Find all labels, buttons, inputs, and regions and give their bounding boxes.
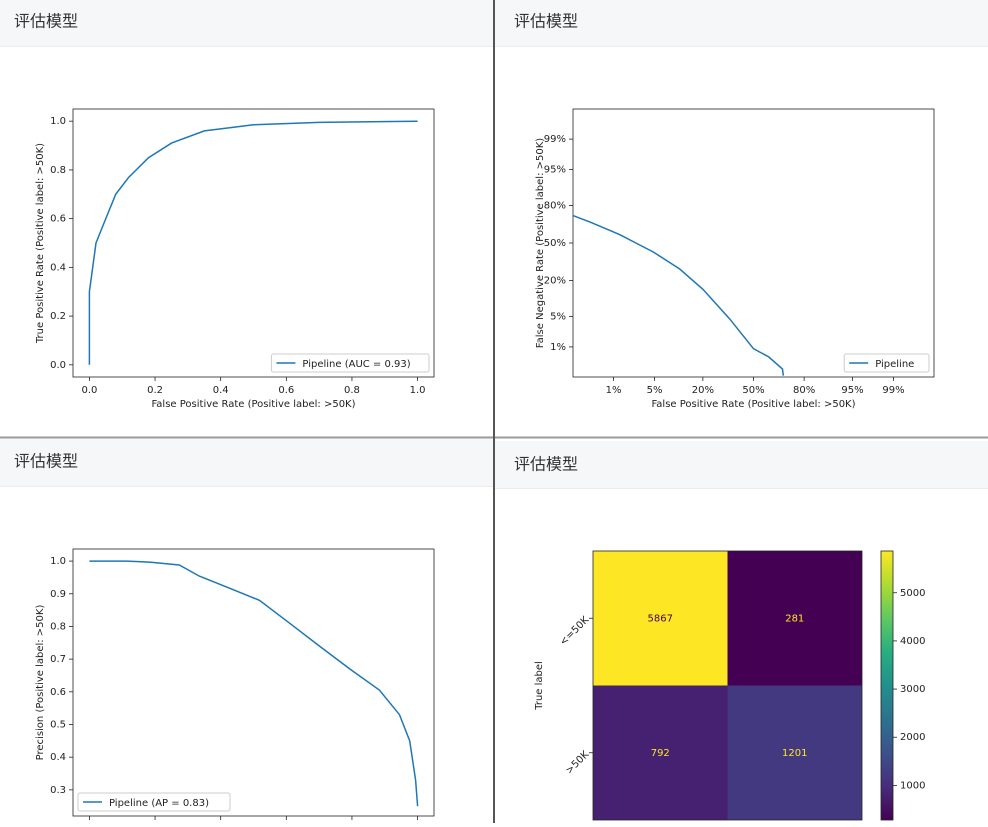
x-axis-label: False Positive Rate (Positive label: >50… (151, 399, 355, 410)
y-tick-label: 99% (544, 134, 566, 145)
cell-label: 281 (785, 613, 804, 624)
y-tick-label: 0.6 (50, 214, 66, 225)
panel-title: 评估模型 (514, 455, 578, 474)
data-line (572, 214, 785, 376)
x-tick-label: 0.4 (213, 385, 229, 396)
x-tick-label: 0.0 (81, 385, 97, 396)
colorbar (880, 550, 894, 821)
x-tick-label: 20% (692, 385, 714, 396)
y-tick-label: 0.5 (50, 719, 66, 730)
x-tick-label: 80% (793, 385, 815, 396)
legend-box (77, 792, 231, 812)
heatmap-cell (727, 685, 862, 820)
y-tick-label: 1% (550, 342, 566, 353)
y-tick-label: 20% (544, 276, 566, 287)
y-tick-label: 80% (544, 200, 566, 211)
panel-title: 评估模型 (514, 12, 578, 31)
y-axis-label: False Negative Rate (Positive label: >50… (535, 138, 546, 348)
y-tick-label: 95% (544, 165, 566, 176)
colorbar-tick-label: 2000 (900, 732, 925, 743)
plot-area (592, 550, 863, 821)
y-tick-label: 0.8 (50, 621, 66, 632)
y-tick-label: 1.0 (50, 116, 66, 127)
y-tick-label: 0.7 (50, 654, 66, 665)
heatmap-cell (593, 685, 728, 820)
x-tick-label: 95% (841, 385, 863, 396)
legend-label: Pipeline (AUC = 0.93) (302, 359, 410, 370)
y-tick-label: >50K (564, 749, 592, 777)
y-tick-label: 0.3 (50, 785, 66, 796)
colorbar-tick-label: 4000 (900, 636, 925, 647)
y-tick-label: 0.2 (50, 311, 66, 322)
y-axis-label: Precision (Positive label: >50K) (35, 605, 46, 761)
cell-label: 1201 (782, 748, 807, 759)
y-tick-label: 0.0 (50, 360, 66, 371)
y-tick-label: 0.8 (50, 165, 66, 176)
cell-label: 792 (651, 748, 670, 759)
y-axis-label: True label (534, 661, 545, 711)
x-tick-label: 0.2 (147, 385, 163, 396)
panel-title: 评估模型 (14, 452, 78, 471)
panel-header (0, 439, 493, 486)
legend-box (270, 353, 430, 373)
x-tick-label: 50% (742, 385, 764, 396)
x-tick-label: 99% (882, 385, 904, 396)
x-axis-label: False Positive Rate (Positive label: >50… (651, 399, 855, 410)
x-tick-label: 1.0 (410, 385, 426, 396)
y-tick-label: 5% (550, 311, 566, 322)
cell-label: 5867 (648, 613, 673, 624)
y-tick-label: <=50K (558, 614, 592, 648)
y-tick-label: 0.9 (50, 589, 66, 600)
x-tick-label: 0.8 (344, 385, 360, 396)
data-line (89, 560, 419, 807)
x-tick-label: 1% (606, 385, 622, 396)
y-axis-label: True Positive Rate (Positive label: >50K… (35, 143, 46, 344)
plot-area (72, 108, 435, 378)
plot-area (572, 108, 935, 378)
x-tick-label: 0.6 (278, 385, 294, 396)
y-tick-label: 0.4 (50, 752, 66, 763)
y-tick-label: 1.0 (50, 556, 66, 567)
legend-box (843, 353, 930, 373)
heatmap-cell (727, 551, 862, 686)
legend-label: Pipeline (AP = 0.83) (109, 798, 209, 809)
panel-header (0, 0, 493, 46)
data-line (88, 120, 418, 365)
colorbar-tick-label: 1000 (900, 780, 925, 791)
panel-title: 评估模型 (14, 12, 78, 31)
panel-header (495, 441, 988, 488)
colorbar-tick-label: 3000 (900, 684, 925, 695)
colorbar-tick-label: 5000 (900, 588, 925, 599)
legend-label: Pipeline (875, 359, 914, 370)
y-tick-label: 50% (544, 238, 566, 249)
heatmap-cell (593, 551, 728, 686)
panel-header (495, 0, 988, 46)
x-tick-label: 5% (647, 385, 663, 396)
plot-area (72, 548, 435, 817)
y-tick-label: 0.4 (50, 262, 66, 273)
y-tick-label: 0.6 (50, 687, 66, 698)
